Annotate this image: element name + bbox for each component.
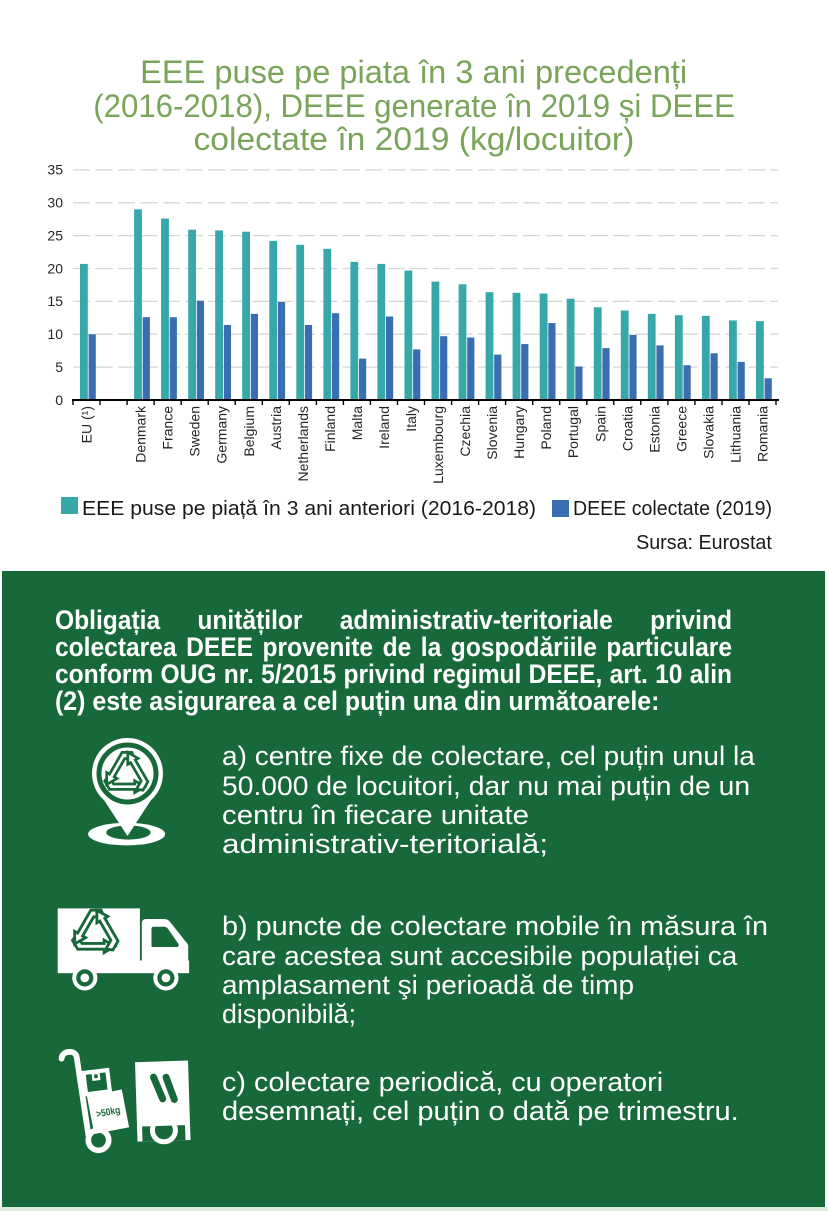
svg-text:Czechia: Czechia: [457, 406, 473, 457]
svg-text:Germany: Germany: [214, 406, 230, 464]
svg-text:Finland: Finland: [322, 406, 338, 452]
svg-text:EU (¹): EU (¹): [79, 406, 95, 443]
svg-text:Hungary: Hungary: [511, 406, 527, 459]
svg-text:Slovakia: Slovakia: [700, 406, 716, 459]
svg-text:35: 35: [47, 162, 63, 178]
svg-text:10: 10: [47, 326, 63, 342]
svg-text:Denmark: Denmark: [133, 405, 149, 463]
svg-text:Italy: Italy: [403, 406, 419, 432]
svg-text:Belgium: Belgium: [241, 406, 257, 457]
svg-text:France: France: [160, 406, 176, 450]
svg-text:Slovenia: Slovenia: [484, 406, 500, 460]
svg-text:Austria: Austria: [268, 406, 284, 450]
svg-text:Ireland: Ireland: [376, 406, 392, 449]
svg-text:Portugal: Portugal: [565, 406, 581, 458]
svg-text:Lithuania: Lithuania: [728, 406, 744, 463]
svg-text:Sweden: Sweden: [187, 406, 203, 457]
svg-text:Luxembourg: Luxembourg: [430, 406, 446, 484]
svg-text:5: 5: [55, 359, 63, 375]
svg-text:30: 30: [47, 195, 63, 211]
svg-text:Netherlands: Netherlands: [295, 406, 311, 482]
svg-text:Greece: Greece: [673, 406, 689, 452]
svg-text:25: 25: [47, 227, 63, 243]
svg-text:15: 15: [47, 293, 63, 309]
svg-text:0: 0: [55, 392, 63, 408]
svg-text:Poland: Poland: [538, 406, 554, 450]
svg-text:20: 20: [47, 260, 63, 276]
svg-text:Romania: Romania: [755, 406, 771, 462]
svg-text:Malta: Malta: [349, 406, 365, 440]
svg-text:Estonia: Estonia: [646, 406, 662, 453]
svg-text:Spain: Spain: [592, 406, 608, 442]
svg-text:Croatia: Croatia: [619, 406, 635, 451]
